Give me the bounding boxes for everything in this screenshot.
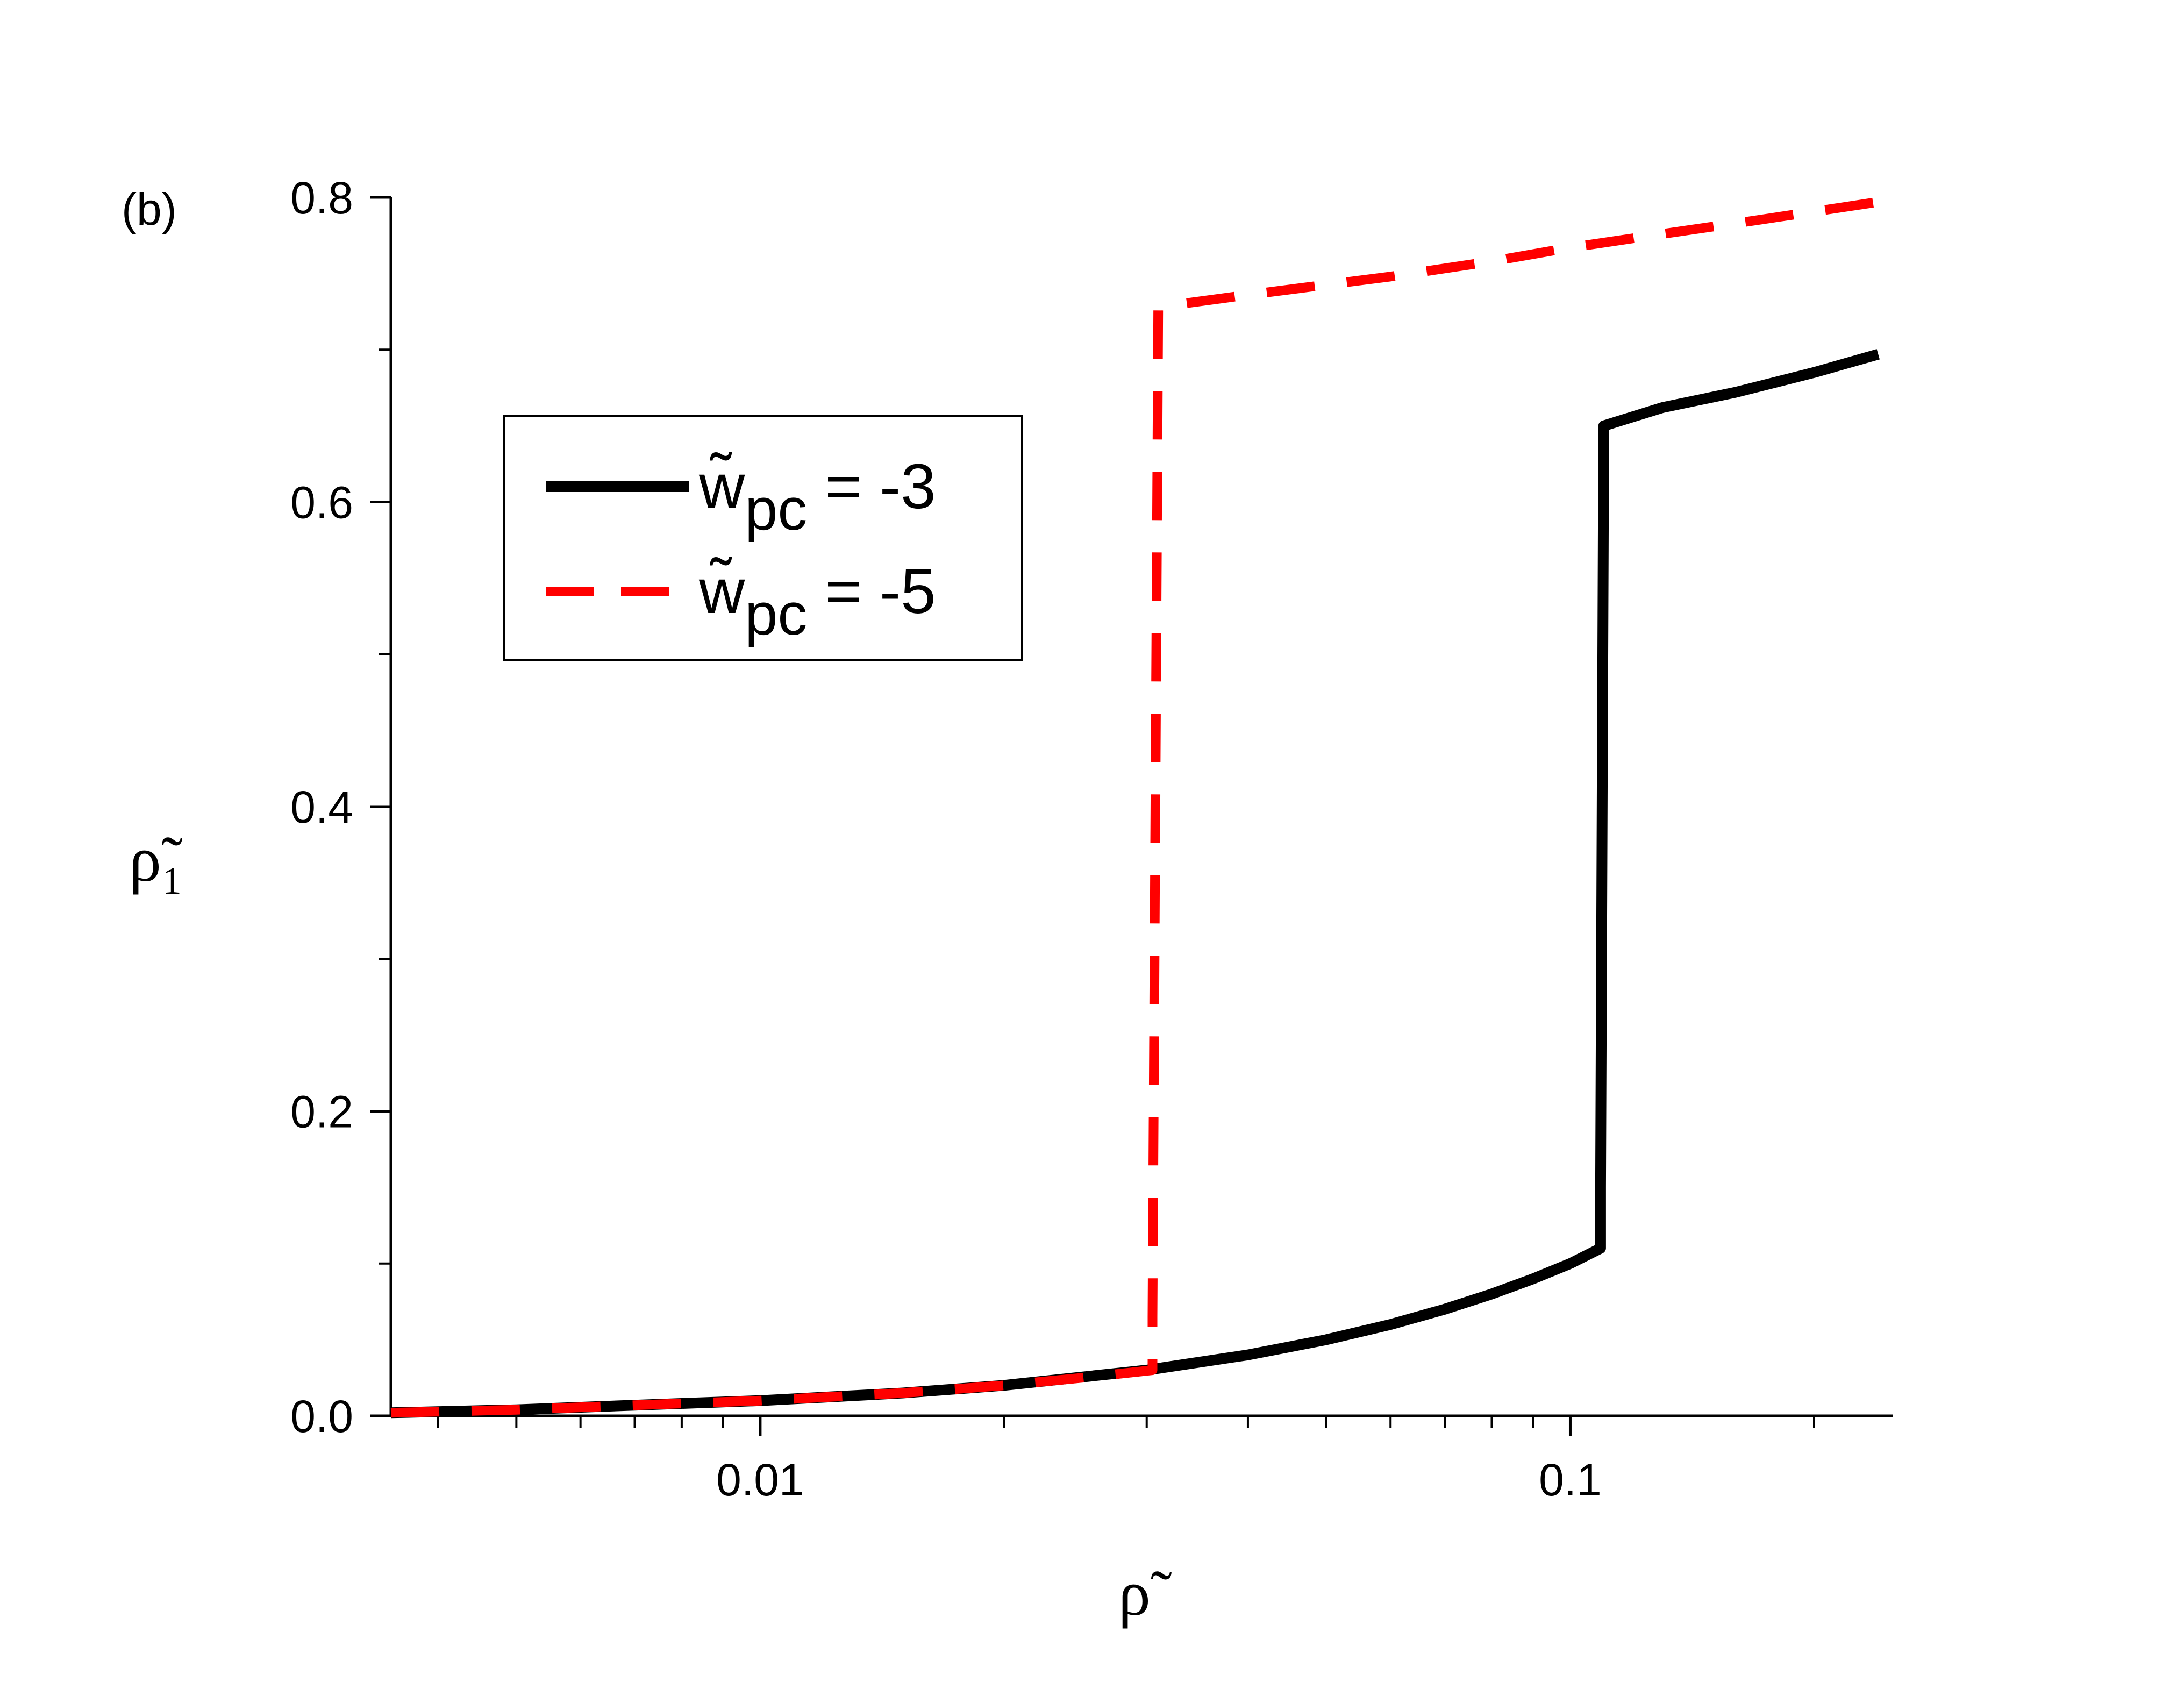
legend-label-2: w̃pc = -5: [698, 556, 936, 647]
y-tick-label: 0.8: [290, 173, 353, 223]
legend-subscript: pc: [745, 581, 807, 647]
legend: w̃pc = -3w̃pc = -5: [503, 415, 1023, 661]
legend-symbol: w̃: [698, 556, 745, 627]
x-tick-label: 0.1: [1539, 1455, 1602, 1505]
labels: (b) ρ̃ ρ̃₁: [122, 184, 1172, 1629]
x-axis-label: ρ̃: [1118, 1557, 1172, 1629]
legend-symbol: w̃: [698, 451, 745, 522]
y-tick-label: 0.0: [290, 1391, 353, 1442]
y-axis-label: ρ̃₁: [129, 823, 184, 895]
legend-label-1: w̃pc = -3: [698, 451, 936, 543]
y-tick-label: 0.4: [290, 782, 353, 832]
series: [390, 197, 1880, 1419]
y-tick-label: 0.6: [290, 478, 353, 528]
ticks: 0.01 0.1 0.0 0.2 0.4 0.6 0.8: [290, 173, 1815, 1505]
legend-value: = -5: [807, 556, 936, 627]
series-line-2: [390, 197, 1879, 1418]
panel-label: (b): [122, 184, 177, 234]
axes: [389, 197, 1893, 1417]
y-tick-label: 0.2: [290, 1087, 353, 1137]
legend-subscript: pc: [745, 476, 807, 543]
legend-box: [503, 415, 1023, 661]
x-tick-label: 0.01: [716, 1455, 804, 1505]
legend-value: = -3: [807, 451, 936, 522]
